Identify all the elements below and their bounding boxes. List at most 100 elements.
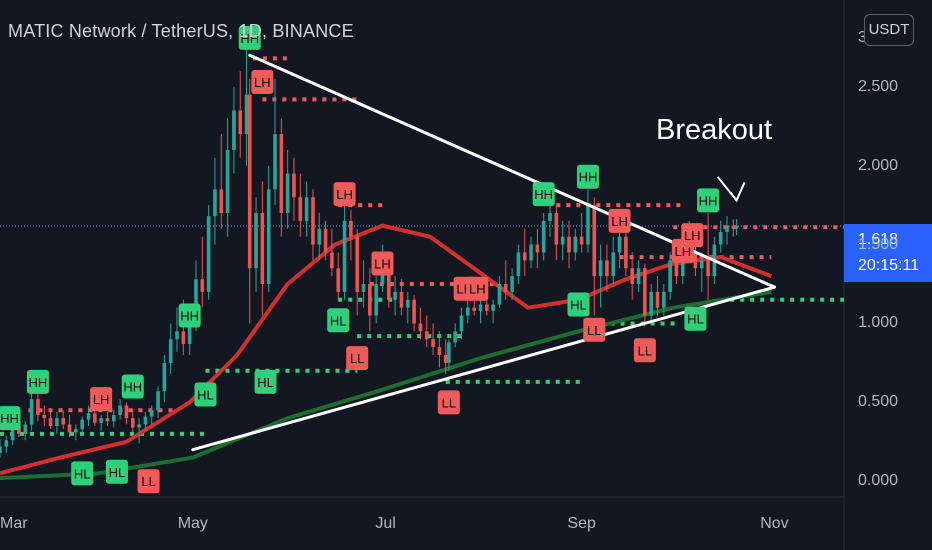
candle-body bbox=[560, 236, 565, 245]
pivot-label-text: HH bbox=[29, 375, 48, 390]
candle bbox=[636, 260, 641, 292]
pivot-label: HH bbox=[697, 188, 720, 213]
pivot-label-text: HH bbox=[579, 170, 598, 185]
candle-body bbox=[374, 284, 378, 316]
candle bbox=[175, 307, 179, 352]
candle-body bbox=[149, 410, 154, 417]
candle-body bbox=[655, 291, 660, 308]
candle-body bbox=[522, 252, 527, 261]
candle-body bbox=[206, 216, 211, 292]
pivot-label-box bbox=[121, 374, 144, 399]
pivot-label: LL bbox=[437, 390, 460, 415]
candle-body bbox=[706, 260, 710, 277]
pivot-label: HH bbox=[121, 374, 144, 399]
candle-body bbox=[317, 228, 322, 245]
pivot-label-box bbox=[684, 306, 707, 331]
candle bbox=[225, 118, 230, 237]
pivot-label: LH bbox=[681, 223, 704, 248]
candle bbox=[393, 276, 397, 316]
candle bbox=[497, 276, 502, 308]
candle-body bbox=[4, 440, 9, 447]
pivot-label: HL bbox=[327, 308, 350, 333]
candle-body bbox=[418, 323, 423, 332]
pivot-label-box bbox=[576, 164, 599, 189]
candle-body bbox=[699, 260, 704, 269]
candle-body bbox=[734, 225, 739, 229]
candle-body bbox=[668, 260, 672, 292]
candle bbox=[74, 424, 78, 441]
candle bbox=[285, 149, 290, 229]
pivot-label-text: HL bbox=[570, 298, 587, 313]
candle-body bbox=[273, 134, 277, 190]
candle bbox=[510, 268, 514, 300]
candle-body bbox=[311, 197, 315, 245]
pivot-label-text: HH bbox=[123, 380, 142, 395]
candle-body bbox=[247, 94, 252, 269]
pivot-label-text: HL bbox=[257, 375, 274, 390]
pivot-label: HL bbox=[194, 382, 217, 407]
pivot-label-text: LH bbox=[254, 75, 271, 90]
long-ma-line bbox=[0, 289, 772, 481]
candle-body bbox=[304, 197, 309, 221]
pivot-label-box bbox=[466, 276, 489, 301]
candle-body bbox=[731, 225, 736, 229]
candle-body bbox=[636, 268, 641, 284]
currency-button[interactable]: USDT bbox=[864, 14, 914, 46]
candle bbox=[605, 244, 609, 292]
last-price-tag: 1.618 20:15:11 bbox=[844, 224, 932, 282]
candle bbox=[111, 410, 116, 428]
time-tick: Sep bbox=[567, 515, 596, 532]
pivot-label-box bbox=[178, 303, 201, 328]
candle-body bbox=[548, 213, 552, 221]
candle bbox=[699, 252, 704, 292]
candle-body bbox=[516, 252, 521, 277]
candle bbox=[156, 386, 160, 419]
candle bbox=[418, 307, 423, 340]
candle-body bbox=[61, 418, 66, 425]
candle-body bbox=[630, 268, 635, 284]
pivot-label-box bbox=[633, 338, 656, 363]
candle bbox=[118, 399, 122, 420]
candle bbox=[361, 260, 366, 308]
candle-body bbox=[105, 418, 110, 422]
candle-body bbox=[219, 189, 224, 213]
candle-body bbox=[86, 413, 91, 420]
candle bbox=[554, 205, 559, 261]
candle bbox=[424, 315, 429, 348]
candle-body bbox=[424, 331, 429, 340]
candle bbox=[149, 405, 154, 425]
candle bbox=[466, 299, 470, 324]
candle-body bbox=[194, 279, 198, 324]
candle bbox=[349, 209, 353, 261]
candle bbox=[405, 291, 410, 324]
pivot-label-text: HH bbox=[534, 187, 553, 202]
pivot-label-box bbox=[90, 387, 113, 412]
candle bbox=[718, 220, 723, 253]
candle-body bbox=[573, 236, 578, 253]
last-price-value: 1.618 bbox=[858, 231, 899, 248]
moving-averages bbox=[0, 223, 772, 481]
candle-body bbox=[349, 220, 353, 237]
pivot-label-box bbox=[371, 251, 394, 276]
candle bbox=[611, 236, 616, 284]
candle bbox=[522, 228, 527, 277]
candle-body bbox=[342, 220, 347, 292]
candle bbox=[459, 307, 464, 340]
candle-body bbox=[368, 284, 372, 316]
candle bbox=[162, 355, 167, 403]
candle bbox=[447, 339, 451, 371]
candle bbox=[48, 408, 53, 430]
candle bbox=[734, 219, 739, 236]
candle bbox=[80, 416, 84, 434]
candle bbox=[130, 408, 135, 433]
level-lines bbox=[0, 56, 844, 436]
candle-body bbox=[718, 231, 723, 245]
candle-body bbox=[529, 244, 533, 261]
candle bbox=[431, 323, 435, 355]
candle-body bbox=[643, 268, 647, 316]
candle-body bbox=[181, 331, 186, 344]
pivot-label-box bbox=[346, 346, 369, 371]
pivot-label-box bbox=[194, 382, 217, 407]
pivot-label: HL bbox=[684, 306, 707, 331]
